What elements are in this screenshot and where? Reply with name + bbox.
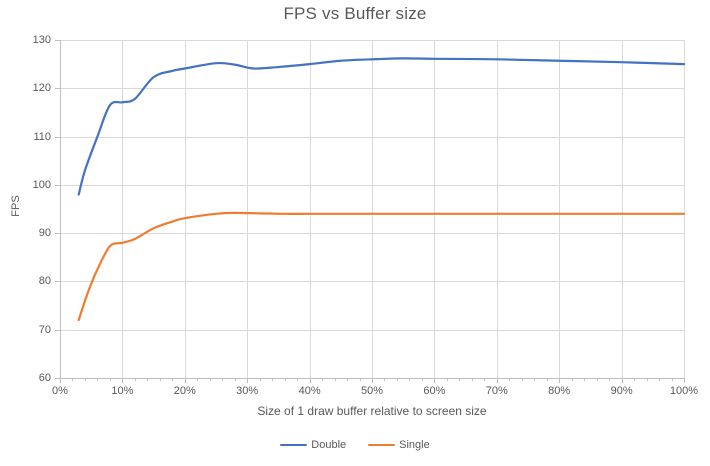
y-tick-label: 90 [38, 227, 51, 240]
legend-label-single: Single [399, 439, 430, 451]
series-line-single[interactable] [77, 211, 686, 322]
x-tick-label: 50% [360, 385, 384, 397]
legend: Double Single [0, 439, 710, 451]
x-tick-label: 90% [610, 385, 633, 397]
y-tick-label: 80 [38, 275, 51, 288]
y-tick-label: 100 [32, 178, 51, 191]
y-tick-label: 110 [33, 130, 51, 143]
legend-item-double[interactable]: Double [280, 439, 346, 451]
y-tick-label: 130 [32, 34, 51, 46]
series-line-double[interactable] [77, 57, 686, 196]
x-tick-label: 0% [52, 385, 68, 397]
y-tick-label: 60 [38, 372, 51, 384]
legend-label-double: Double [311, 439, 347, 451]
y-tick-label: 120 [32, 82, 51, 95]
x-tick-label: 70% [485, 385, 508, 397]
legend-swatch-single [368, 443, 396, 447]
chart-title: FPS vs Buffer size [283, 4, 427, 23]
x-tick-label: 20% [173, 385, 196, 397]
y-tick-label: 70 [38, 323, 51, 336]
x-tick-label: 40% [298, 385, 321, 397]
x-axis-title: Size of 1 draw buffer relative to screen… [257, 404, 487, 418]
x-tick-label: 100% [669, 385, 699, 397]
legend-item-single[interactable]: Single [368, 439, 430, 451]
legend-swatch-double [280, 443, 308, 447]
x-tick-label: 80% [548, 385, 571, 397]
y-axis-title: FPS [10, 195, 22, 217]
x-tick-label: 60% [423, 385, 446, 397]
x-tick-label: 30% [236, 385, 259, 397]
x-tick-label: 10% [111, 385, 134, 397]
